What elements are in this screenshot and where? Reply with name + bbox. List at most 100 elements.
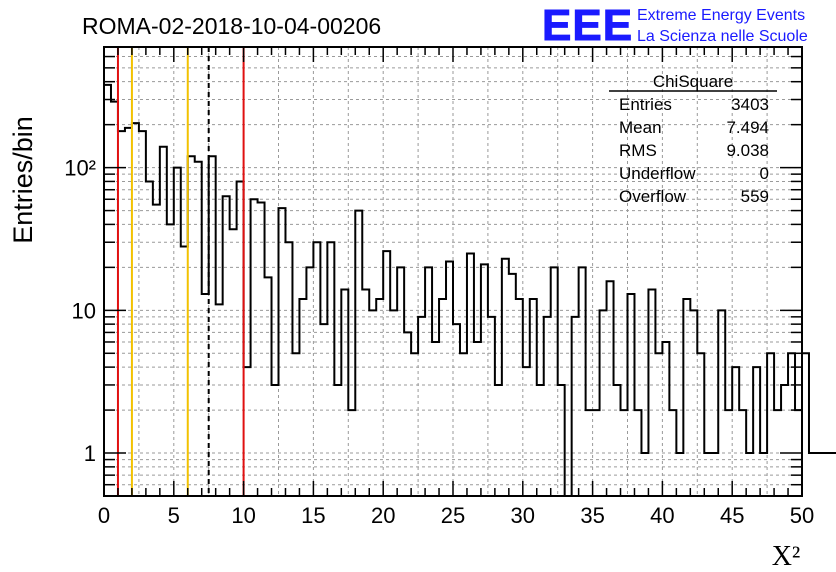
histogram-bin: [369, 310, 376, 496]
histogram-bin: [593, 410, 600, 496]
eee-logo-line1: Extreme Energy Events: [637, 7, 805, 24]
stats-row-label: Mean: [619, 118, 662, 137]
histogram-bin: [390, 310, 397, 496]
histogram-bin: [181, 247, 188, 496]
histogram-bin: [628, 294, 635, 496]
histogram-bin: [306, 267, 313, 496]
stats-row-value: 9.038: [726, 141, 769, 160]
histogram-bin: [216, 304, 223, 496]
histogram-bin: [111, 102, 118, 496]
histogram-bin: [753, 367, 760, 496]
histogram-bin: [383, 251, 390, 496]
reference-lines: [116, 47, 245, 496]
histogram-bin: [739, 410, 746, 496]
histogram-bin: [614, 385, 621, 496]
histogram-bin: [237, 181, 244, 496]
histogram-bin: [223, 196, 230, 496]
histogram-bin: [146, 181, 153, 496]
x-tick-label: 10: [231, 503, 255, 528]
histogram-bin: [523, 367, 530, 496]
histogram-bin: [600, 310, 607, 496]
histogram-bin: [488, 317, 495, 496]
histogram-bin: [313, 242, 320, 496]
x-tick-label: 25: [441, 503, 465, 528]
histogram-bin: [341, 289, 348, 496]
histogram-bin: [258, 202, 265, 496]
histogram-steps: [103, 83, 836, 497]
axes: 0 5 10 15 20 25 30 35 40 45 50 1 10 10²: [64, 46, 814, 528]
x-tick-label: 0: [98, 503, 110, 528]
histogram-bin: [481, 264, 488, 496]
histogram-bin: [509, 274, 516, 496]
histogram-bin: [690, 310, 697, 496]
histogram-bin: [230, 229, 237, 496]
histogram-bin: [711, 453, 718, 496]
histogram-bin: [439, 299, 446, 496]
histogram-bin: [621, 410, 628, 496]
histogram-bin: [655, 353, 662, 496]
histogram-bin: [516, 299, 523, 496]
histogram-bin: [544, 317, 551, 496]
y-tick-label: 10²: [64, 156, 96, 181]
histogram-bin: [725, 410, 732, 496]
histogram-bin: [411, 353, 418, 496]
histogram-bin: [272, 385, 279, 496]
histogram-bin: [188, 156, 195, 496]
histogram-bin: [558, 385, 565, 496]
stats-row-value: 0: [760, 164, 769, 183]
histogram-bin: [830, 453, 836, 496]
x-tick-label: 35: [580, 503, 604, 528]
histogram-bin: [404, 332, 411, 496]
histogram-bin: [453, 324, 460, 496]
histogram-bin: [355, 211, 362, 496]
histogram-bin: [348, 410, 355, 496]
histogram-bin: [425, 267, 432, 496]
stats-row-value: 559: [741, 187, 769, 206]
histogram-bin: [285, 242, 292, 496]
histogram-bin: [244, 367, 251, 496]
histogram-bin: [446, 261, 453, 496]
histogram-bin: [174, 168, 181, 496]
histogram-bin: [279, 208, 286, 496]
histogram-bin: [202, 294, 209, 496]
histogram-bin: [579, 267, 586, 496]
histogram-bin: [327, 242, 334, 496]
histogram-bin: [760, 453, 767, 496]
histogram-bin: [607, 281, 614, 496]
histogram-bin: [746, 453, 753, 496]
stats-row-label: Entries: [619, 95, 672, 114]
histogram-bin: [669, 410, 676, 496]
histogram-bin: [551, 267, 558, 496]
histogram-bin: [397, 267, 404, 496]
histogram-bin: [648, 289, 655, 496]
histogram-bin: [572, 317, 579, 496]
histogram-bin: [816, 453, 823, 496]
histogram-bin: [781, 385, 788, 496]
histogram-bin: [125, 128, 132, 496]
histogram-bin: [265, 277, 272, 496]
histogram-outline: [103, 83, 836, 497]
histogram-bin: [495, 385, 502, 496]
histogram-bin: [586, 410, 593, 496]
histogram-bin: [802, 353, 809, 496]
histogram-bin: [104, 85, 111, 496]
histogram-bin: [432, 342, 439, 496]
x-tick-label: 45: [720, 503, 744, 528]
stats-row-value: 7.494: [726, 118, 769, 137]
stats-row-label: RMS: [619, 141, 657, 160]
y-tick-label: 1: [84, 441, 96, 466]
histogram-bin: [299, 299, 306, 496]
eee-logo-mark: EEE: [542, 1, 633, 50]
histogram-bin: [118, 131, 125, 496]
histogram-bin: [362, 289, 369, 496]
run-title: ROMA-02-2018-10-04-00206: [82, 13, 381, 39]
stats-rows: Entries 3403 Mean 7.494 RMS 9.038 Underflow 0 Ov…: [619, 95, 769, 206]
x-tick-label: 30: [511, 503, 535, 528]
x-tick-label: 5: [168, 503, 180, 528]
histogram-bin: [418, 317, 425, 496]
stats-row-value: 3403: [731, 95, 769, 114]
histogram-bin: [502, 259, 509, 496]
histogram-bin: [132, 123, 139, 496]
y-axis-label: Entries/bin: [8, 116, 38, 244]
